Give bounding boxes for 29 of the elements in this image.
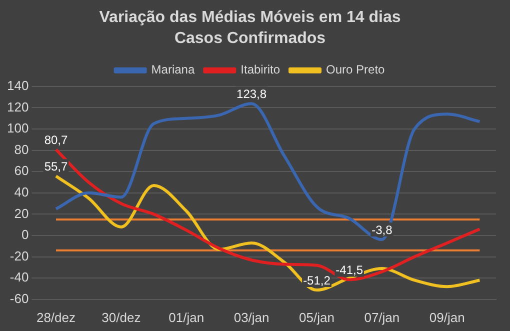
y-tick-label: 0 <box>21 227 29 242</box>
data-label: 80,7 <box>44 132 68 147</box>
chart-subtitle: Casos Confirmados <box>174 30 326 48</box>
data-label: -51,2 <box>303 273 331 288</box>
y-tick-label: -60 <box>10 290 29 306</box>
y-tick-label: 120 <box>6 99 29 114</box>
y-tick-label: 80 <box>14 142 29 157</box>
y-tick-label: -40 <box>10 270 29 285</box>
data-label: -3,8 <box>372 222 393 237</box>
data-label: 55,7 <box>44 159 68 174</box>
data-label: -41,5 <box>336 263 364 278</box>
x-tick-label: 01/jan <box>168 310 204 325</box>
data-label: 123,8 <box>236 86 267 101</box>
x-tick-label: 30/dez <box>102 310 141 325</box>
legend-label: Ouro Preto <box>326 62 386 77</box>
y-tick-label: -20 <box>10 248 29 264</box>
legend-label: Itabirito <box>240 62 280 77</box>
y-tick-label: 60 <box>14 163 29 178</box>
x-tick-label: 09/jan <box>429 310 465 325</box>
chart-title: Variação das Médias Móveis em 14 dias <box>99 9 401 26</box>
y-tick-label: 40 <box>14 184 29 200</box>
x-tick-label: 03/jan <box>234 310 270 325</box>
y-tick-label: 20 <box>14 206 29 221</box>
y-tick-label: 140 <box>6 78 29 93</box>
y-tick-label: 100 <box>6 120 29 136</box>
x-tick-label: 28/dez <box>36 310 76 325</box>
x-tick-label: 07/jan <box>364 310 400 325</box>
legend-label: Mariana <box>151 62 195 77</box>
x-tick-label: 05/jan <box>299 310 334 325</box>
